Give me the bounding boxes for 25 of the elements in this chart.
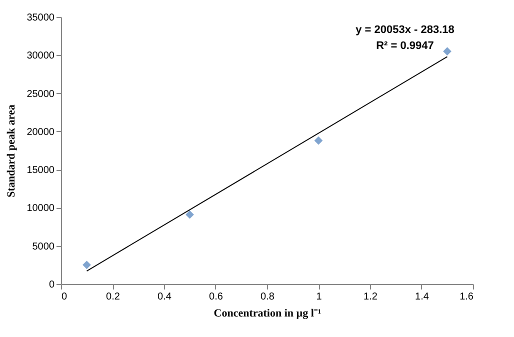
y-tick-label: 5000 [32,241,55,252]
x-tick-label: 0.6 [209,292,224,302]
point [186,210,194,219]
annotation: y = 20053x - 283.18 [356,24,454,36]
x-tick-label: 0 [62,292,68,302]
y-tick-label: 25000 [26,88,55,100]
point [314,136,323,145]
y-tick-label: 35000 [26,12,55,24]
x-tick-label: 0.4 [158,292,172,302]
y-tick-label: 15000 [26,165,55,176]
x-tick-label: 1.4 [415,292,430,302]
x-tick-label: 0.2 [106,292,120,302]
x-tick-label: 1 [316,292,322,302]
point [443,47,452,56]
x-tick-label: 1.6 [460,292,474,302]
x-tick-label: 0.8 [260,292,275,302]
y-tick-label: 10000 [26,203,55,214]
y-tick-label: 0 [48,280,55,290]
y-tick-label: 30000 [26,50,55,62]
y-tick-label: 20000 [26,126,55,138]
x-tick-label: 1.2 [364,292,378,302]
annotation: R² = 0.9947 [376,40,434,52]
x-axis-title: Concentration in µg l⁻¹ [214,308,322,320]
y-axis-title: Standard peak area [6,104,18,198]
point [82,260,91,270]
